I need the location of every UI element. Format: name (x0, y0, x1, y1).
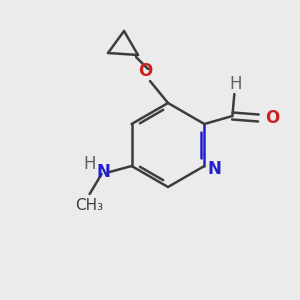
Text: H: H (229, 75, 242, 93)
Text: H: H (83, 155, 96, 173)
Text: N: N (207, 160, 221, 178)
Text: N: N (97, 163, 111, 181)
Text: O: O (138, 62, 152, 80)
Text: CH₃: CH₃ (76, 199, 104, 214)
Text: O: O (265, 109, 280, 127)
